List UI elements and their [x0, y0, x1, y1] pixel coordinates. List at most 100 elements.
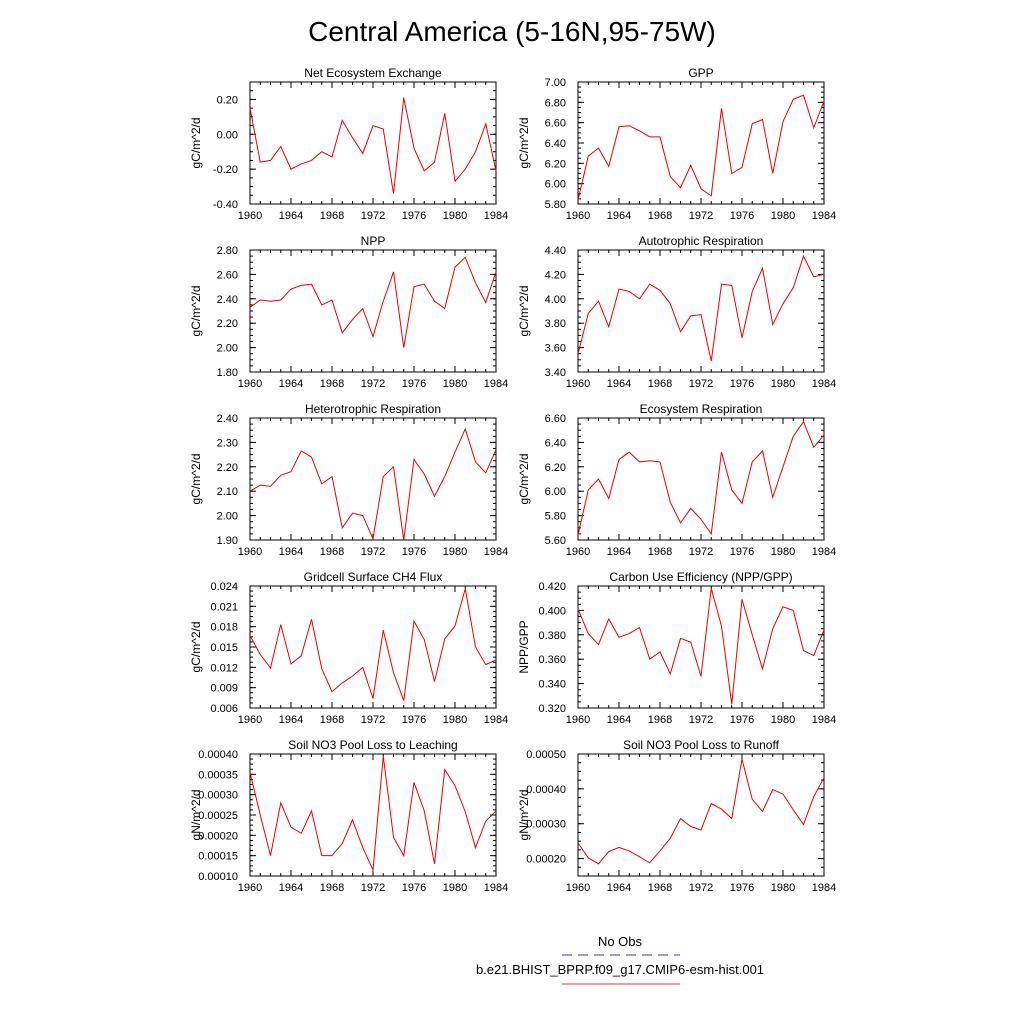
- y-tick-label: 0.024: [210, 581, 238, 593]
- y-tick-label: 5.80: [545, 199, 566, 211]
- x-tick-label: 1976: [402, 546, 426, 558]
- y-tick-label: 0.00040: [526, 784, 566, 796]
- y-tick-label: 4.20: [545, 269, 566, 281]
- x-tick-label: 1960: [566, 546, 590, 558]
- panel-title: Gridcell Surface CH4 Flux: [304, 570, 443, 584]
- x-tick-label: 1972: [361, 378, 385, 390]
- x-tick-label: 1964: [607, 714, 631, 726]
- y-tick-label: 0.00025: [198, 810, 238, 822]
- chart-panel: GPP gC/m^2/d 1960 1964 1968 1972 1976 1980 1984 5…: [517, 66, 836, 222]
- panel-title: Soil NO3 Pool Loss to Runoff: [623, 738, 780, 752]
- x-tick-label: 1984: [484, 546, 508, 558]
- y-tick-label: 0.018: [210, 622, 238, 634]
- plot-frame: [249, 753, 497, 877]
- panel-title: NPP: [361, 234, 386, 248]
- x-tick-label: 1964: [279, 714, 303, 726]
- plot-frame: [249, 249, 497, 373]
- x-tick-label: 1972: [361, 546, 385, 558]
- y-tick-label: 6.40: [545, 138, 566, 150]
- y-tick-label: 0.00030: [526, 819, 566, 831]
- x-tick-label: 1980: [443, 714, 467, 726]
- y-tick-label: 1.90: [217, 535, 238, 547]
- plot-frame: [577, 585, 825, 709]
- x-tick-label: 1976: [730, 378, 754, 390]
- series-line: [249, 588, 497, 701]
- y-tick-label: 0.00050: [526, 749, 566, 761]
- y-tick-label: 0.420: [538, 581, 566, 593]
- y-tick-label: 6.00: [545, 179, 566, 191]
- y-tick-label: 2.60: [217, 269, 238, 281]
- y-tick-label: 0.021: [210, 601, 238, 613]
- x-tick-label: 1984: [812, 378, 836, 390]
- x-tick-label: 1984: [812, 714, 836, 726]
- y-tick-label: 0.00010: [198, 871, 238, 883]
- y-tick-label: 2.00: [217, 343, 238, 355]
- y-tick-label: 2.20: [217, 318, 238, 330]
- plot-frame: [577, 249, 825, 373]
- y-tick-label: 0.00035: [198, 769, 238, 781]
- legend-label-no-obs: No Obs: [598, 934, 643, 949]
- x-tick-label: 1972: [689, 714, 713, 726]
- x-tick-label: 1968: [648, 210, 672, 222]
- y-tick-label: 3.80: [545, 318, 566, 330]
- y-tick-label: 2.40: [217, 413, 238, 425]
- x-tick-label: 1980: [443, 378, 467, 390]
- y-tick-label: 3.60: [545, 343, 566, 355]
- x-tick-label: 1980: [771, 546, 795, 558]
- x-tick-label: 1976: [402, 378, 426, 390]
- x-tick-label: 1964: [607, 546, 631, 558]
- y-tick-label: 6.20: [545, 158, 566, 170]
- panel-title: Net Ecosystem Exchange: [304, 66, 442, 80]
- y-tick-label: 0.015: [210, 642, 238, 654]
- y-tick-label: 0.006: [210, 703, 238, 715]
- y-tick-label: 0.400: [538, 605, 566, 617]
- y-tick-label: 2.30: [217, 437, 238, 449]
- x-tick-label: 1984: [484, 714, 508, 726]
- x-tick-label: 1972: [689, 882, 713, 894]
- y-axis-label: gC/m^2/d: [189, 622, 203, 673]
- x-tick-label: 1960: [238, 378, 262, 390]
- y-tick-label: -0.40: [213, 199, 238, 211]
- x-tick-label: 1972: [361, 714, 385, 726]
- x-tick-label: 1964: [607, 882, 631, 894]
- y-tick-label: 0.00020: [526, 854, 566, 866]
- x-tick-label: 1976: [730, 546, 754, 558]
- y-tick-label: 5.80: [545, 511, 566, 523]
- x-tick-label: 1968: [320, 378, 344, 390]
- y-tick-label: 2.40: [217, 294, 238, 306]
- x-tick-label: 1968: [320, 714, 344, 726]
- x-tick-label: 1980: [771, 714, 795, 726]
- y-tick-label: 0.00020: [198, 830, 238, 842]
- legend-label-model-run: b.e21.BHIST_BPRP.f09_g17.CMIP6-esm-hist.…: [476, 962, 764, 977]
- x-tick-label: 1968: [648, 546, 672, 558]
- x-tick-label: 1968: [320, 882, 344, 894]
- chart-panel: Soil NO3 Pool Loss to Leaching gN/m^2/d 19…: [189, 738, 508, 894]
- x-tick-label: 1980: [443, 882, 467, 894]
- x-tick-label: 1984: [484, 210, 508, 222]
- chart-panel: NPP gC/m^2/d 1960 1964 1968 1972 1976 1980 1984 1…: [189, 234, 508, 390]
- x-tick-label: 1964: [279, 882, 303, 894]
- series-line: [577, 420, 825, 536]
- x-tick-label: 1972: [689, 378, 713, 390]
- chart-panel: Carbon Use Efficiency (NPP/GPP) NPP/GPP 19…: [517, 570, 836, 726]
- y-tick-label: 4.40: [545, 245, 566, 257]
- x-tick-label: 1960: [566, 210, 590, 222]
- x-tick-label: 1976: [402, 210, 426, 222]
- x-tick-label: 1976: [730, 714, 754, 726]
- y-tick-label: 5.60: [545, 535, 566, 547]
- y-tick-label: 6.80: [545, 97, 566, 109]
- plot-frame: [249, 417, 497, 541]
- chart-panel: Autotrophic Respiration gC/m^2/d 1960 1964 1…: [517, 234, 836, 390]
- y-tick-label: 0.00040: [198, 749, 238, 761]
- x-tick-label: 1968: [320, 546, 344, 558]
- series-line: [577, 254, 825, 362]
- x-tick-label: 1980: [771, 378, 795, 390]
- y-tick-label: 6.40: [545, 437, 566, 449]
- series-line: [249, 256, 497, 348]
- x-tick-label: 1976: [730, 210, 754, 222]
- y-axis-label: gC/m^2/d: [517, 118, 531, 169]
- y-tick-label: 0.320: [538, 703, 566, 715]
- y-axis-label: NPP/GPP: [517, 620, 531, 673]
- x-tick-label: 1984: [812, 210, 836, 222]
